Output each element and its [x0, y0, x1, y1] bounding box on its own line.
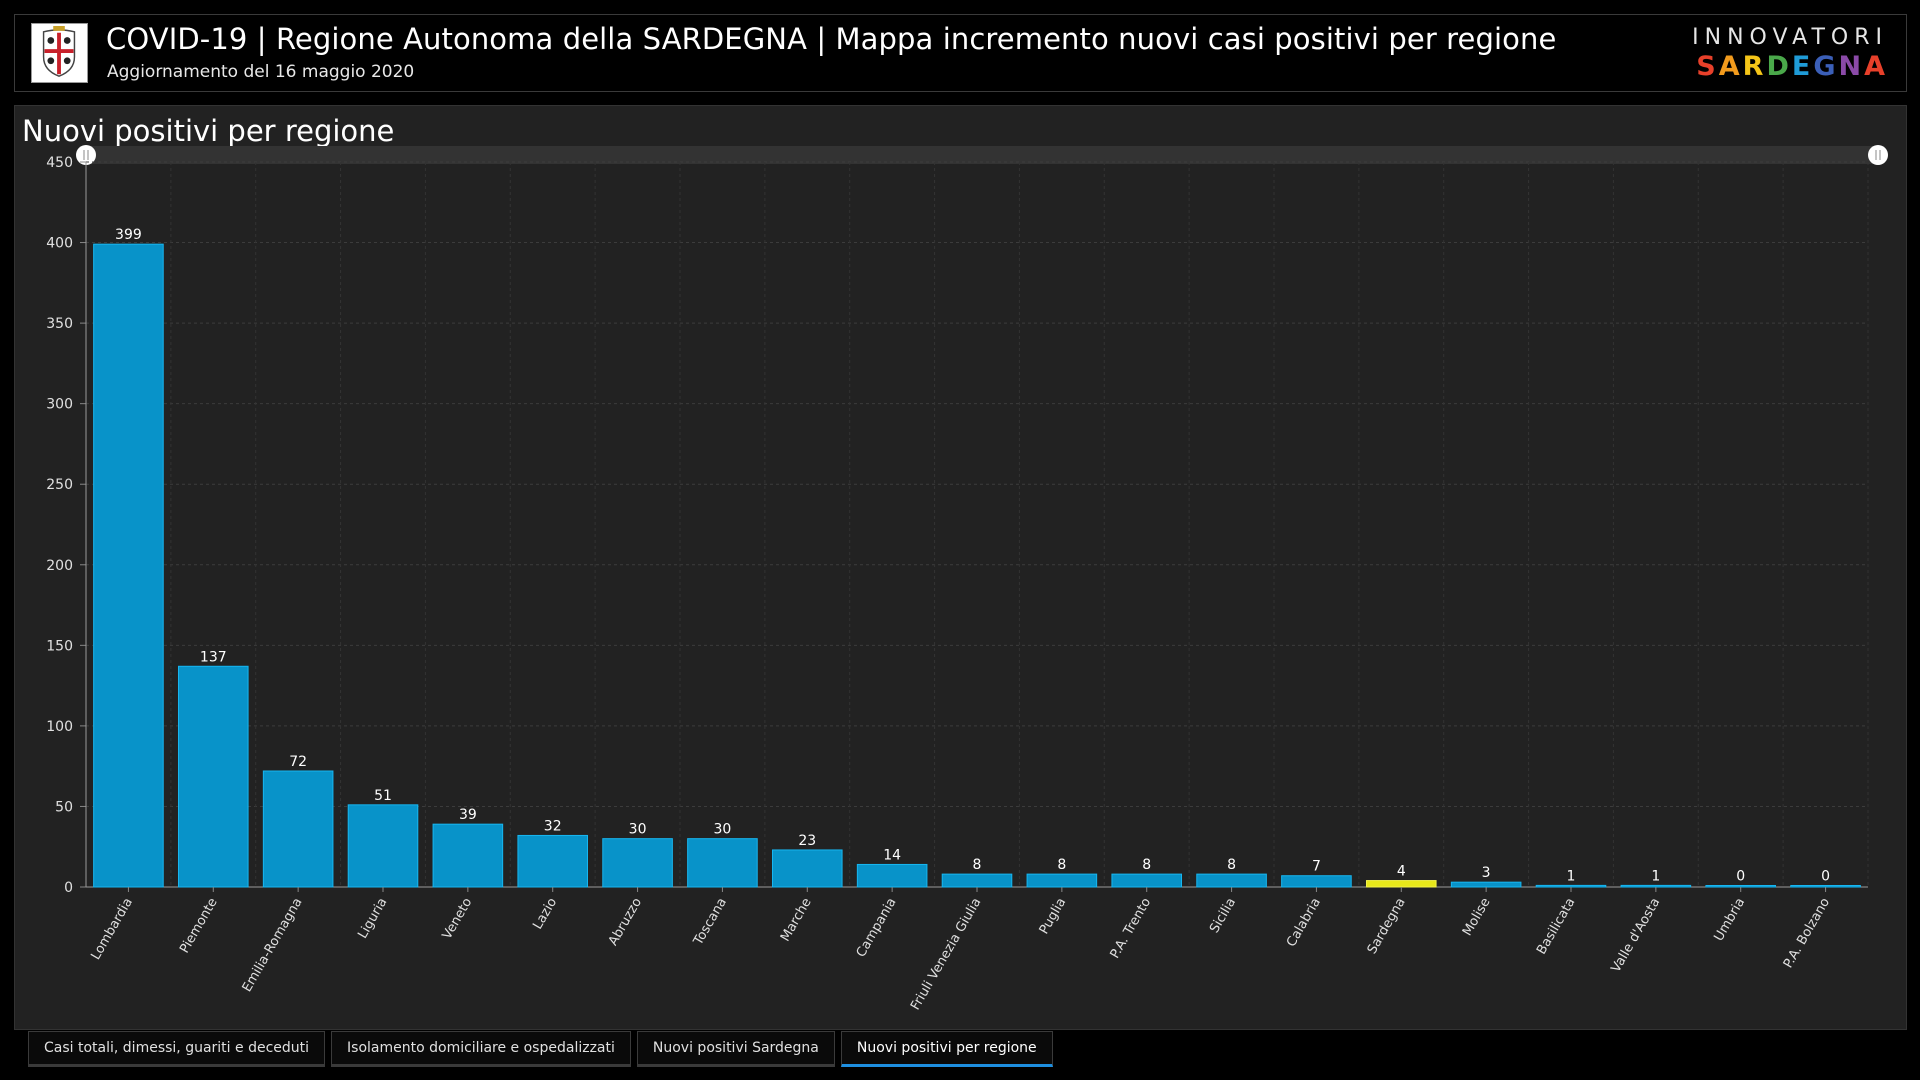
bar[interactable]	[347, 804, 419, 888]
data-label: 51	[374, 788, 392, 804]
x-tick-label: Toscana	[691, 896, 730, 949]
bar[interactable]	[1620, 884, 1692, 888]
bar[interactable]	[93, 243, 164, 888]
brand-letter: A	[1864, 51, 1888, 82]
data-label: 23	[798, 833, 816, 849]
bar[interactable]	[517, 834, 589, 888]
x-tick-label: Molise	[1460, 896, 1494, 939]
x-tick-label: Campania	[854, 896, 900, 960]
bar[interactable]	[1450, 881, 1522, 888]
bar[interactable]	[856, 863, 928, 888]
bar[interactable]	[1790, 885, 1861, 888]
y-tick-label: 100	[46, 719, 73, 735]
brand-letter: A	[1718, 51, 1743, 82]
x-tick-label: Lazio	[530, 895, 560, 932]
brand-letter: D	[1766, 51, 1792, 82]
tab-nuovi-positivi-per-regione[interactable]: Nuovi positivi per regione	[840, 1031, 1053, 1067]
x-tick-label: P.A. Trento	[1108, 895, 1155, 961]
range-slider-track	[86, 146, 1878, 164]
data-label: 8	[1227, 857, 1236, 873]
x-tick-label: Marche	[778, 896, 815, 945]
bar[interactable]	[262, 770, 334, 888]
data-label: 30	[714, 822, 732, 838]
bar[interactable]	[687, 838, 758, 888]
tab-casi-totali-dimessi-guariti-e-deceduti[interactable]: Casi totali, dimessi, guariti e deceduti	[28, 1031, 326, 1067]
tab-isolamento-domiciliare-e-ospedalizzati[interactable]: Isolamento domiciliare e ospedalizzati	[331, 1031, 631, 1067]
data-label: 0	[1736, 869, 1745, 885]
x-tick-label: Emilia-Romagna	[240, 896, 306, 995]
x-tick-label: P.A. Bolzano	[1781, 895, 1833, 970]
y-tick-label: 400	[46, 236, 73, 252]
data-label: 1	[1567, 868, 1576, 884]
update-date: Aggiornamento del 16 maggio 2020	[107, 62, 415, 82]
bar[interactable]	[602, 838, 673, 888]
data-label: 1	[1651, 868, 1660, 884]
bar[interactable]	[1196, 873, 1267, 888]
x-tick-label: Liguria	[355, 896, 390, 942]
tab-nuovi-positivi-sardegna[interactable]: Nuovi positivi Sardegna	[636, 1031, 835, 1067]
x-tick-label: Calabria	[1284, 896, 1324, 950]
bar[interactable]	[1281, 875, 1352, 888]
tab-bar: Casi totali, dimessi, guariti e deceduti…	[28, 1031, 1053, 1067]
x-tick-label: Abruzzo	[606, 895, 645, 948]
data-label: 4	[1397, 864, 1406, 880]
brand-letter: E	[1791, 51, 1814, 82]
brand-sardegna: SARDEGNA	[1696, 51, 1888, 82]
y-tick-label: 150	[46, 638, 73, 654]
data-label: 39	[459, 807, 477, 823]
bar[interactable]	[1111, 873, 1183, 888]
data-label: 0	[1821, 869, 1830, 885]
bar[interactable]	[1365, 880, 1437, 888]
y-tick-label: 50	[55, 799, 73, 815]
brand-innovatori: INNOVATORI	[1692, 25, 1888, 50]
brand-letter: R	[1742, 51, 1767, 82]
bar-chart: 050100150200250300350400450399Lombardia1…	[46, 145, 1888, 1013]
bar[interactable]	[1026, 873, 1098, 888]
data-label: 7	[1312, 859, 1321, 875]
data-label: 137	[200, 649, 227, 665]
brand-letter: N	[1838, 51, 1865, 82]
bar[interactable]	[771, 849, 843, 888]
x-tick-label: Umbria	[1712, 896, 1749, 945]
range-handle-left[interactable]	[76, 145, 96, 165]
y-tick-label: 350	[46, 316, 73, 332]
brand-letter: G	[1813, 51, 1839, 82]
y-tick-label: 200	[46, 558, 73, 574]
data-label: 8	[973, 857, 982, 873]
y-tick-label: 0	[64, 880, 73, 896]
x-tick-label: Sardegna	[1365, 896, 1409, 957]
chart-title: Nuovi positivi per regione	[22, 114, 395, 148]
bar[interactable]	[941, 873, 1013, 888]
bar[interactable]	[177, 665, 249, 888]
bar[interactable]	[1705, 885, 1777, 888]
x-tick-label: Basilicata	[1534, 896, 1578, 958]
data-label: 8	[1057, 857, 1066, 873]
data-label: 14	[883, 847, 901, 863]
range-handle-right[interactable]	[1868, 145, 1888, 165]
sardinia-coat-of-arms-icon	[31, 23, 88, 83]
data-label: 3	[1482, 865, 1491, 881]
app-title: COVID-19 | Regione Autonoma della SARDEG…	[106, 22, 1557, 56]
chart-panel: Nuovi positivi per regione 0 50 100 150 200 2…	[14, 105, 1907, 1030]
data-label: 72	[289, 754, 307, 770]
x-tick-label: Veneto	[440, 895, 476, 942]
data-label: 30	[629, 822, 647, 838]
x-tick-label: Lombardia	[89, 896, 136, 963]
y-tick-label: 250	[46, 477, 73, 493]
x-tick-label: Friuli Venezia Giulia	[908, 896, 984, 1013]
y-tick-label: 300	[46, 397, 73, 413]
y-tick-label: 450	[46, 155, 73, 171]
data-label: 32	[544, 818, 562, 834]
app-header: COVID-19 | Regione Autonoma della SARDEG…	[14, 14, 1907, 92]
x-tick-label: Puglia	[1037, 896, 1070, 938]
x-tick-label: Sicilia	[1207, 896, 1239, 936]
data-label: 8	[1142, 857, 1151, 873]
x-tick-label: Valle d'Aosta	[1609, 896, 1664, 976]
bar[interactable]	[432, 823, 504, 888]
bar[interactable]	[1535, 884, 1607, 888]
data-label: 399	[115, 227, 142, 243]
brand-letter: S	[1696, 51, 1719, 82]
x-tick-label: Piemonte	[177, 896, 221, 956]
